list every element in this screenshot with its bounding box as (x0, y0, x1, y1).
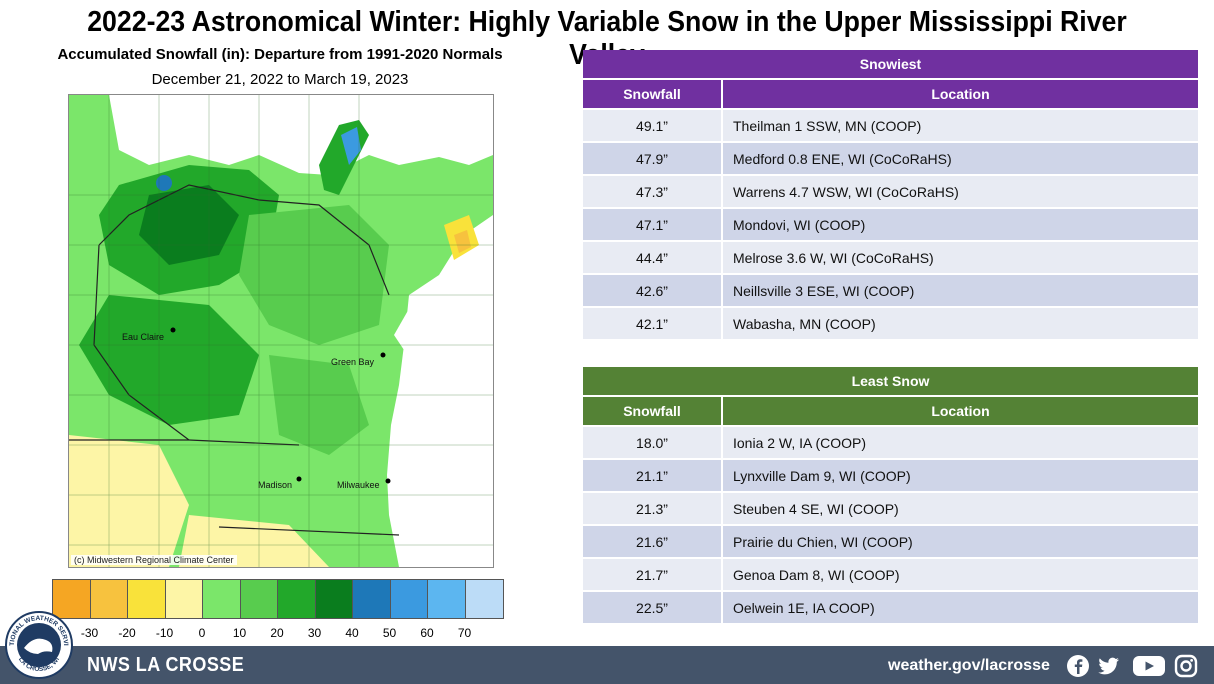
location-cell: Melrose 3.6 W, WI (CoCoRaHS) (723, 242, 1198, 273)
legend-swatch (465, 580, 503, 618)
map-date-range: December 21, 2022 to March 19, 2023 (151, 71, 409, 88)
legend-tick-label: 10 (232, 626, 247, 640)
snowfall-cell: 21.6” (583, 526, 721, 557)
table-row: 21.7” Genoa Dam 8, WI (COOP) (583, 559, 1198, 590)
snowfall-cell: 21.3” (583, 493, 721, 524)
snowfall-cell: 47.1” (583, 209, 721, 240)
legend-swatch (165, 580, 203, 618)
map-graphic (69, 95, 493, 567)
table-row: 47.1” Mondovi, WI (COOP) (583, 209, 1198, 240)
location-cell: Medford 0.8 ENE, WI (CoCoRaHS) (723, 143, 1198, 174)
legend-swatch (128, 580, 166, 618)
snowfall-cell: 21.7” (583, 559, 721, 590)
location-cell: Oelwein 1E, IA COOP) (723, 592, 1198, 623)
legend-swatch (203, 580, 241, 618)
table-row: 44.4” Melrose 3.6 W, WI (CoCoRaHS) (583, 242, 1198, 273)
least-snow-header-row: Snowfall Location (583, 397, 1198, 425)
snowiest-rows: 49.1” Theilman 1 SSW, MN (COOP) 47.9” Medfo… (583, 110, 1198, 339)
header-snowfall: Snowfall (583, 397, 721, 425)
table-row: 47.3” Warrens 4.7 WSW, WI (CoCoRaHS) (583, 176, 1198, 207)
table-row: 42.1” Wabasha, MN (COOP) (583, 308, 1198, 339)
legend-swatch (53, 580, 91, 618)
legend-tick-label: 30 (307, 626, 322, 640)
city-label-green-bay: Green Bay (331, 357, 375, 367)
location-cell: Warrens 4.7 WSW, WI (CoCoRaHS) (723, 176, 1198, 207)
snowfall-cell: 47.3” (583, 176, 721, 207)
location-cell: Ionia 2 W, IA (COOP) (723, 427, 1198, 458)
legend-tick-label: 0 (198, 626, 206, 640)
snowfall-cell: 21.1” (583, 460, 721, 491)
legend-swatch (90, 580, 128, 618)
table-row: 49.1” Theilman 1 SSW, MN (COOP) (583, 110, 1198, 141)
legend-swatch (428, 580, 466, 618)
nws-logo: NATIONAL WEATHER SERVICE LA CROSSE, WI (4, 610, 73, 679)
table-row: 42.6” Neillsville 3 ESE, WI (COOP) (583, 275, 1198, 306)
header-snowfall: Snowfall (583, 80, 721, 108)
snowfall-departure-map: Eau Claire Green Bay Madison Milwaukee (… (68, 94, 494, 568)
city-label-milwaukee: Milwaukee (337, 480, 380, 490)
table-row: 21.1” Lynxville Dam 9, WI (COOP) (583, 460, 1198, 491)
office-name: NWS LA CROSSE (87, 654, 245, 676)
snowfall-cell: 18.0” (583, 427, 721, 458)
table-row: 18.0” Ionia 2 W, IA (COOP) (583, 427, 1198, 458)
location-cell: Steuben 4 SE, WI (COOP) (723, 493, 1198, 524)
location-cell: Theilman 1 SSW, MN (COOP) (723, 110, 1198, 141)
location-cell: Mondovi, WI (COOP) (723, 209, 1198, 240)
legend-swatch (390, 580, 428, 618)
city-label-madison: Madison (258, 480, 293, 490)
legend-tick-label: -30 (80, 626, 99, 640)
snowiest-header-row: Snowfall Location (583, 80, 1198, 108)
snowfall-cell: 22.5” (583, 592, 721, 623)
snowfall-cell: 42.6” (583, 275, 721, 306)
youtube-icon[interactable] (1132, 654, 1166, 678)
table-row: 47.9” Medford 0.8 ENE, WI (CoCoRaHS) (583, 143, 1198, 174)
city-label-eau-claire: Eau Claire (122, 332, 165, 342)
legend-swatch (240, 580, 278, 618)
legend-tick-label: -20 (118, 626, 136, 640)
instagram-icon[interactable] (1174, 654, 1198, 678)
snowfall-cell: 47.9” (583, 143, 721, 174)
footer-bar: NWS LA CROSSE weather.gov/lacrosse (0, 646, 1214, 684)
snowiest-table: Snowiest Snowfall Location 49.1” Theilman… (583, 50, 1198, 339)
snowfall-cell: 49.1” (583, 110, 721, 141)
header-location: Location (723, 80, 1198, 108)
twitter-icon[interactable] (1097, 654, 1121, 678)
table-row: 21.6” Prairie du Chien, WI (COOP) (583, 526, 1198, 557)
location-cell: Lynxville Dam 9, WI (COOP) (723, 460, 1198, 491)
legend-swatch (278, 580, 316, 618)
table-row: 22.5” Oelwein 1E, IA COOP) (583, 592, 1198, 623)
header-location: Location (723, 397, 1198, 425)
legend-ticks: -30 -20 -10 0 10 20 30 40 50 60 70 (52, 626, 512, 642)
location-cell: Genoa Dam 8, WI (COOP) (723, 559, 1198, 590)
snowfall-cell: 44.4” (583, 242, 721, 273)
map-title: Accumulated Snowfall (in): Departure fro… (57, 46, 503, 63)
legend-tick-label: 60 (420, 626, 434, 640)
website-link[interactable]: weather.gov/lacrosse (888, 657, 1050, 674)
snowiest-banner: Snowiest (583, 50, 1198, 78)
location-cell: Wabasha, MN (COOP) (723, 308, 1198, 339)
legend-tick-label: 50 (382, 626, 397, 640)
legend-tick-label: 20 (270, 626, 284, 640)
legend-swatch (315, 580, 353, 618)
snowfall-cell: 42.1” (583, 308, 721, 339)
least-snow-rows: 18.0” Ionia 2 W, IA (COOP) 21.1” Lynxville … (583, 427, 1198, 623)
legend-tick-label: 40 (345, 626, 359, 640)
legend-tick-label: -10 (155, 626, 174, 640)
location-cell: Prairie du Chien, WI (COOP) (723, 526, 1198, 557)
least-snow-banner: Least Snow (583, 367, 1198, 395)
color-legend (52, 579, 504, 619)
legend-tick-label: 70 (457, 626, 472, 640)
facebook-icon[interactable] (1066, 654, 1090, 678)
location-cell: Neillsville 3 ESE, WI (COOP) (723, 275, 1198, 306)
least-snow-table: Least Snow Snowfall Location 18.0” Ionia … (583, 367, 1198, 623)
map-credit: (c) Midwestern Regional Climate Center (71, 555, 237, 565)
table-row: 21.3” Steuben 4 SE, WI (COOP) (583, 493, 1198, 524)
legend-swatch (353, 580, 391, 618)
